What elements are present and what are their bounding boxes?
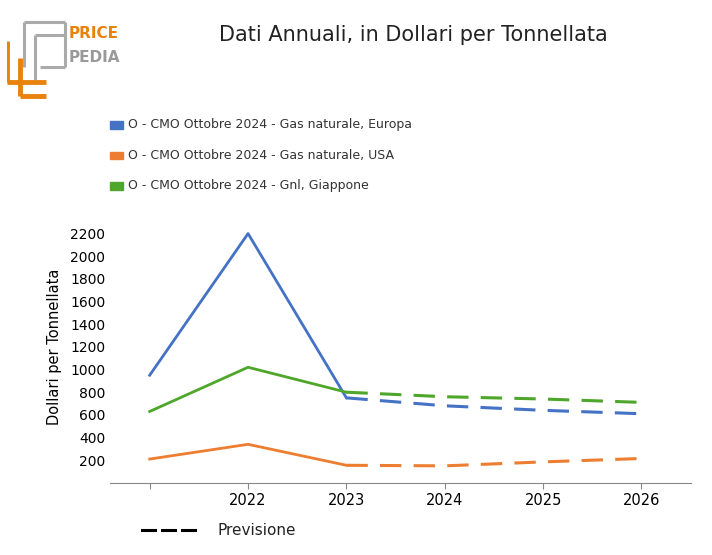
Text: Dati Annuali, in Dollari per Tonnellata: Dati Annuali, in Dollari per Tonnellata [219,25,607,45]
Text: O - CMO Ottobre 2024 - Gas naturale, USA: O - CMO Ottobre 2024 - Gas naturale, USA [128,149,394,162]
Text: O - CMO Ottobre 2024 - Gas naturale, Europa: O - CMO Ottobre 2024 - Gas naturale, Eur… [128,118,412,132]
Text: Previsione: Previsione [218,522,296,538]
Text: O - CMO Ottobre 2024 - Gnl, Giappone: O - CMO Ottobre 2024 - Gnl, Giappone [128,179,369,193]
Text: PRICE: PRICE [69,26,119,41]
Text: PEDIA: PEDIA [69,50,120,65]
Y-axis label: Dollari per Tonnellata: Dollari per Tonnellata [47,269,62,425]
